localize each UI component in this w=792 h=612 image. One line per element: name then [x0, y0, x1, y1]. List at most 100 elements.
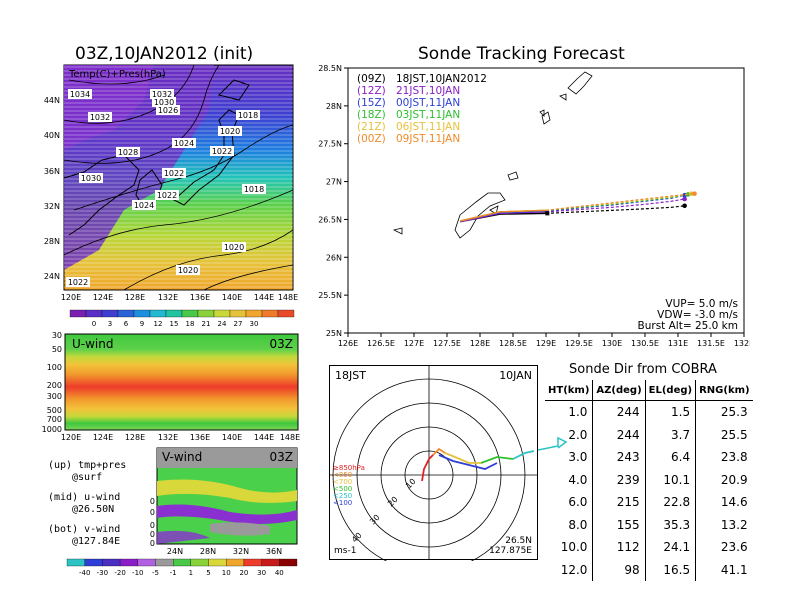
isobar-label: 1030 [79, 173, 103, 183]
polar-legend-item: <850 [333, 471, 352, 479]
svg-text:1030: 1030 [154, 98, 174, 107]
colorbar-swatch [261, 558, 280, 567]
lon-label: 120E [61, 433, 81, 442]
isobar-label: 1020 [218, 126, 242, 136]
x-tick-label: 126.5E [367, 339, 395, 348]
x-tick-label: 128E [470, 339, 490, 348]
legend-entry: (12Z) 21JST,10JAN [357, 85, 460, 97]
level-label: 30 [52, 332, 62, 340]
svg-text:(09Z): (09Z) [357, 73, 386, 85]
colorbar-swatch [137, 558, 156, 567]
v-wind-time: 03Z [270, 450, 294, 464]
level-label: 50 [52, 345, 62, 354]
v-wind-panel: V-wind 03Z 200 300 500 700 1000 24N 28N … [150, 447, 298, 556]
colorbar-swatch [119, 558, 138, 567]
table-cell: 24.1 [645, 536, 697, 559]
table-cell: 12.0 [545, 558, 594, 581]
svg-text:(00Z): (00Z) [357, 133, 386, 145]
svg-text:1034: 1034 [70, 90, 90, 99]
y-tick-label: 25.5N [318, 291, 342, 300]
level-label: 300 [47, 392, 62, 401]
colorbar-swatch [213, 309, 231, 318]
colorbar-tick: -5 [152, 569, 159, 577]
svg-text:1032: 1032 [152, 90, 172, 99]
colorbar-swatch [84, 558, 103, 567]
table-cell: 243 [592, 446, 646, 469]
table-cell: 98 [592, 558, 646, 581]
temp-colorbar: 0 3 6 9 12 15 18 21 24 27 30 [69, 309, 295, 328]
colorbar-tick: 30 [250, 320, 259, 328]
y-tick-label: 25N [326, 329, 342, 338]
svg-text:09JST,11JAN: 09JST,11JAN [396, 133, 460, 145]
svg-text:(15Z): (15Z) [357, 97, 386, 109]
lon-label: 140E [222, 293, 242, 302]
table-cell: 239 [592, 468, 646, 491]
isobar-label: 1026 [156, 105, 180, 115]
sonde-dir-panel: Sonde Dir from COBRA HT(km) AZ(deg) EL(d… [545, 362, 753, 581]
note-bot: (bot) v-wind @127.84E [48, 524, 120, 548]
isobar-label: 1022 [162, 168, 186, 178]
hodograph-segment [512, 450, 535, 460]
column-header: HT(km) [545, 380, 594, 401]
table-header-row: HT(km) AZ(deg) EL(deg) RNG(km) [545, 380, 753, 401]
colorbar-tick: -30 [97, 569, 108, 577]
colorbar-tick: 27 [234, 320, 243, 328]
isobar-label: 1018 [242, 184, 266, 194]
level-label: 700 [47, 415, 62, 424]
colorbar-tick: 6 [124, 320, 129, 328]
table-cell: 20.9 [720, 472, 748, 487]
polar-lat: 26.5N [505, 536, 532, 546]
colorbar-tick: 21 [202, 320, 211, 328]
colorbar-tick: 5 [206, 569, 210, 577]
table-cell: 244 [592, 400, 646, 424]
sonde-polar-plot: 18JST 10JAN ms-1 26.5N 127.875E 10 20 30… [329, 365, 538, 561]
track-line [460, 211, 547, 223]
lat-label: 24N [167, 547, 183, 556]
svg-text:21JST,10JAN: 21JST,10JAN [396, 85, 460, 97]
v-wind-title: V-wind [162, 450, 202, 464]
colorbar-swatch [149, 309, 167, 318]
y-tick-label: 27N [326, 178, 342, 187]
map-subtitle: Temp(C)+Pres(hPa) [68, 69, 166, 80]
hodograph-segment [444, 452, 481, 464]
isobar-label: 1034 [68, 89, 92, 99]
column-header: AZ(deg) [592, 380, 646, 401]
lon-label: 124E [93, 293, 113, 302]
lat-label: 36N [44, 167, 60, 176]
y-tick-label: 27.5N [318, 140, 342, 149]
note-line: @26.50N [72, 504, 115, 515]
table-cell: 244 [592, 423, 646, 446]
level-label: 200 [150, 497, 155, 506]
colorbar-swatch [181, 309, 199, 318]
track-line-forecast [545, 193, 689, 211]
table-row: 6.0 215 22.8 14.6 [545, 491, 753, 514]
lon-label: 136E [190, 433, 210, 442]
y-tick-label: 26N [326, 253, 342, 262]
colorbar-swatch [66, 558, 85, 567]
legend-entry: (09Z) 18JST,10JAN2012 [357, 73, 487, 85]
table-cell: 25.5 [720, 427, 748, 442]
isobar-label: 1030 [152, 97, 176, 107]
level-label: 1000 [42, 425, 62, 434]
note-line: @127.84E [72, 536, 121, 547]
track-line [460, 209, 547, 222]
track-line-forecast [545, 198, 685, 213]
table-cell: 41.1 [720, 562, 748, 577]
lon-label: 148E [278, 293, 298, 302]
svg-text:1032: 1032 [90, 113, 110, 122]
colorbar-swatch [197, 309, 215, 318]
lon-label: 128E [125, 293, 145, 302]
colorbar-swatch [229, 309, 247, 318]
svg-text:1022: 1022 [68, 278, 88, 287]
x-tick-label: 130.5E [631, 339, 659, 348]
colorbar-swatch [226, 558, 245, 567]
table-cell: 215 [592, 491, 646, 514]
table-cell: 1.0 [545, 400, 594, 424]
svg-text:1018: 1018 [238, 111, 258, 120]
lon-label: 132E [158, 433, 178, 442]
lon-label: 132E [158, 293, 178, 302]
table-cell: 10.0 [545, 536, 594, 559]
colorbar-swatch [133, 309, 151, 318]
table-row: 4.0 239 10.1 20.9 [545, 468, 753, 491]
table-row: 12.0 98 16.5 41.1 [545, 558, 753, 581]
